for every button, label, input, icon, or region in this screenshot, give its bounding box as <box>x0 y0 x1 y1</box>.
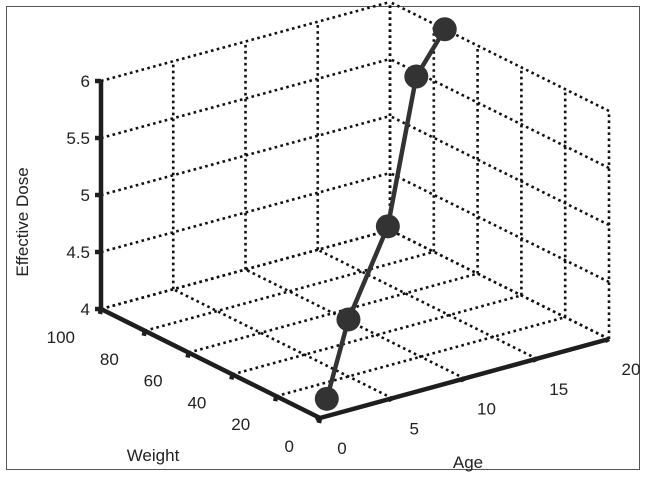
grid-line <box>389 228 610 341</box>
grid-line <box>232 294 522 376</box>
data-point-marker <box>375 214 400 239</box>
y-axis-line <box>99 306 322 421</box>
x-tick-label: 20 <box>622 360 641 379</box>
x-tick-label: 0 <box>337 439 346 458</box>
grid-line <box>389 171 610 284</box>
x-tick-mark <box>459 376 466 383</box>
z-tick-label: 4 <box>81 300 90 319</box>
data-point-marker <box>314 386 339 411</box>
z-tick-label: 5 <box>81 186 90 205</box>
y-tick-label: 20 <box>231 415 250 434</box>
data-point-marker <box>404 64 429 89</box>
z-axis-label: Effective Dose <box>13 167 32 276</box>
data-point-marker <box>336 307 361 332</box>
grid-line <box>275 315 566 398</box>
y-tick-label: 80 <box>100 350 119 369</box>
y-tick-mark <box>185 352 191 359</box>
x-tick-label: 5 <box>410 419 419 438</box>
grid-line <box>389 0 610 113</box>
x-tick-mark <box>531 356 538 363</box>
y-tick-label: 0 <box>285 437 294 456</box>
x-tick-mark <box>603 336 611 344</box>
grid-line <box>389 57 610 170</box>
tick-labels: 0 5 10 15 20 0 20 40 60 80 100 4 4.5 5 5.5 6 <box>47 72 641 458</box>
x-tick-label: 10 <box>477 400 496 419</box>
y-tick-mark <box>272 395 279 402</box>
x-tick-label: 15 <box>549 380 568 399</box>
grid-line <box>188 272 478 354</box>
y-tick-mark <box>141 330 148 337</box>
grid-line <box>172 288 393 400</box>
grid-line <box>100 171 391 254</box>
z-tick-label: 6 <box>81 72 90 91</box>
x-axis-label: Age <box>453 453 483 472</box>
y-tick-mark <box>229 373 235 380</box>
grid-line <box>100 114 391 197</box>
grid-line <box>144 250 435 333</box>
grid-line <box>317 248 538 360</box>
y-axis-label: Weight <box>127 446 180 465</box>
z-tick-label: 4.5 <box>66 243 90 262</box>
grid-line <box>100 228 391 311</box>
x-tick-mark <box>387 396 394 403</box>
z-tick-label: 5.5 <box>66 129 90 148</box>
y-tick-mark <box>316 417 323 424</box>
series-layer <box>314 17 457 411</box>
data-point-marker <box>432 17 457 42</box>
grid-layer <box>99 0 611 420</box>
grid-line <box>100 0 391 83</box>
y-tick-label: 40 <box>187 393 206 412</box>
grid-line <box>389 114 610 227</box>
y-tick-label: 100 <box>47 328 75 347</box>
axis-layer <box>95 78 611 424</box>
grid-line <box>100 57 391 140</box>
y-tick-label: 60 <box>144 372 163 391</box>
